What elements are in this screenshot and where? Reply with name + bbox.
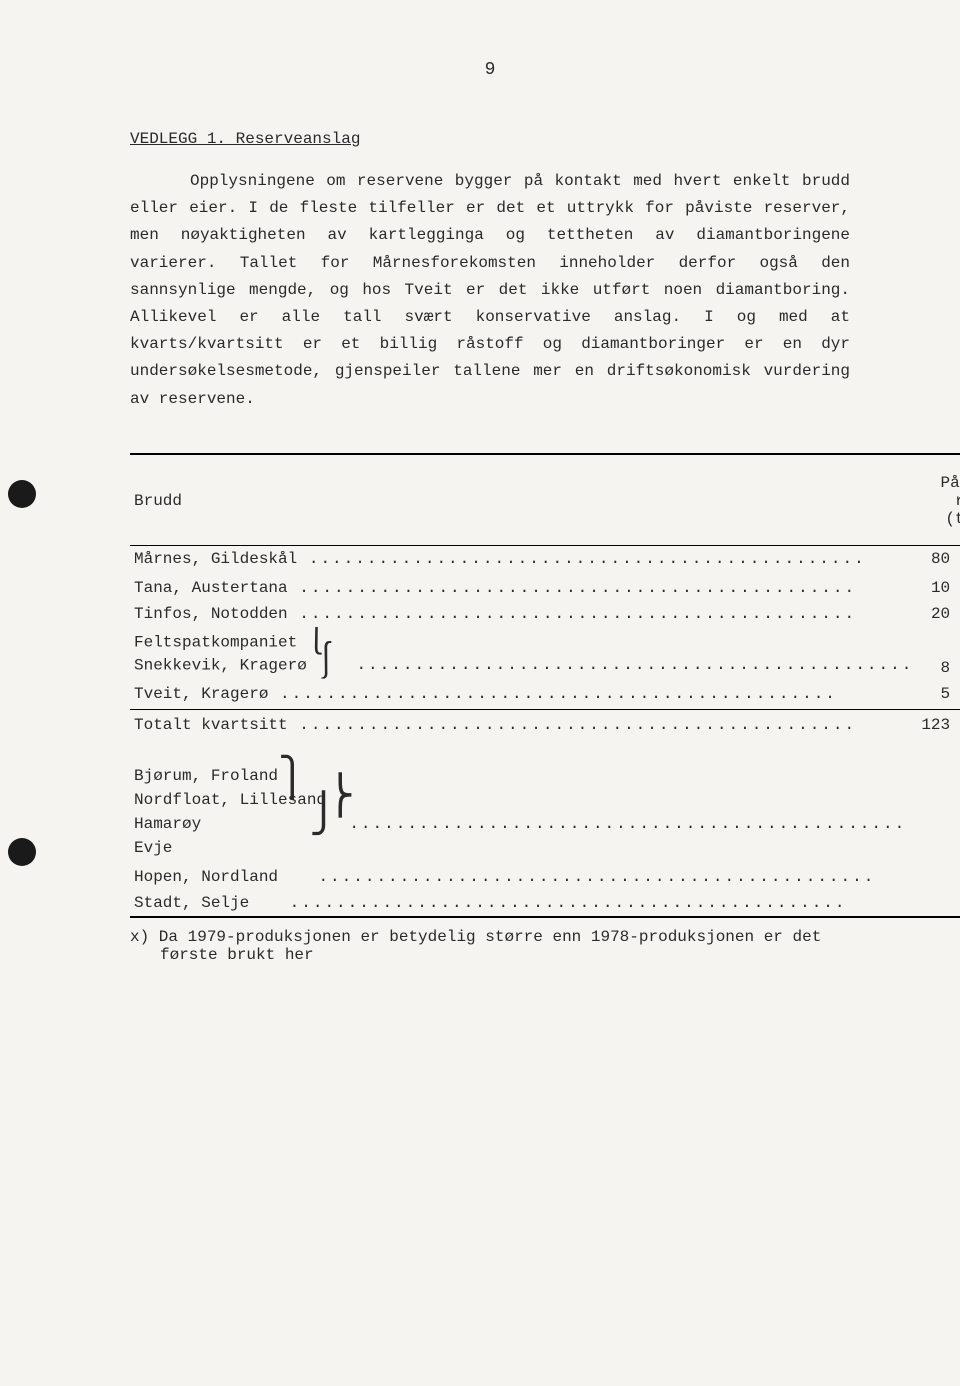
table-row: Hopen, Nordland 450: [130, 864, 960, 890]
hole-punch: [8, 480, 36, 508]
table-row: Tveit, Kragerø 5 000 000 170 000 30: [130, 681, 960, 710]
table-row: Stadt, Selje 10 000 - Nedlagt 1979: [130, 890, 960, 917]
header-reserves: Påviste res. (tonn): [917, 454, 960, 546]
reserves-table: Brudd Påviste res. (tonn) Ca. uttak inkl…: [130, 453, 960, 918]
intro-paragraph: Opplysningene om reservene bygger på kon…: [130, 168, 850, 413]
table-row-group: Bjørum, Froland⎫ Nordfloat, Lillesand⎬ H…: [130, 746, 960, 864]
document-heading: VEDLEGG 1. Reserveanslag: [130, 130, 850, 148]
table-row: Tinfos, Notodden 20 000 000 150 000 130: [130, 601, 960, 627]
table-row: Feltspatkompaniet⎱ Snekkevik, Kragerø⎰ 8…: [130, 627, 960, 681]
table-row: Tana, Austertana 10 000 000 370 000x) 27: [130, 572, 960, 601]
page-number: 9: [130, 60, 850, 80]
table-header-row: Brudd Påviste res. (tonn) Ca. uttak inkl…: [130, 454, 960, 546]
table-total-row: Totalt kvartsitt 123 000 000 1 180 000 1…: [130, 709, 960, 746]
footnote: x) Da 1979-produksjonen er betydelig stø…: [160, 928, 850, 964]
hole-punch: [8, 838, 36, 866]
header-brudd: Brudd: [130, 454, 917, 546]
table-row: Mårnes, Gildeskål 80 000 000 240 000 330: [130, 545, 960, 572]
